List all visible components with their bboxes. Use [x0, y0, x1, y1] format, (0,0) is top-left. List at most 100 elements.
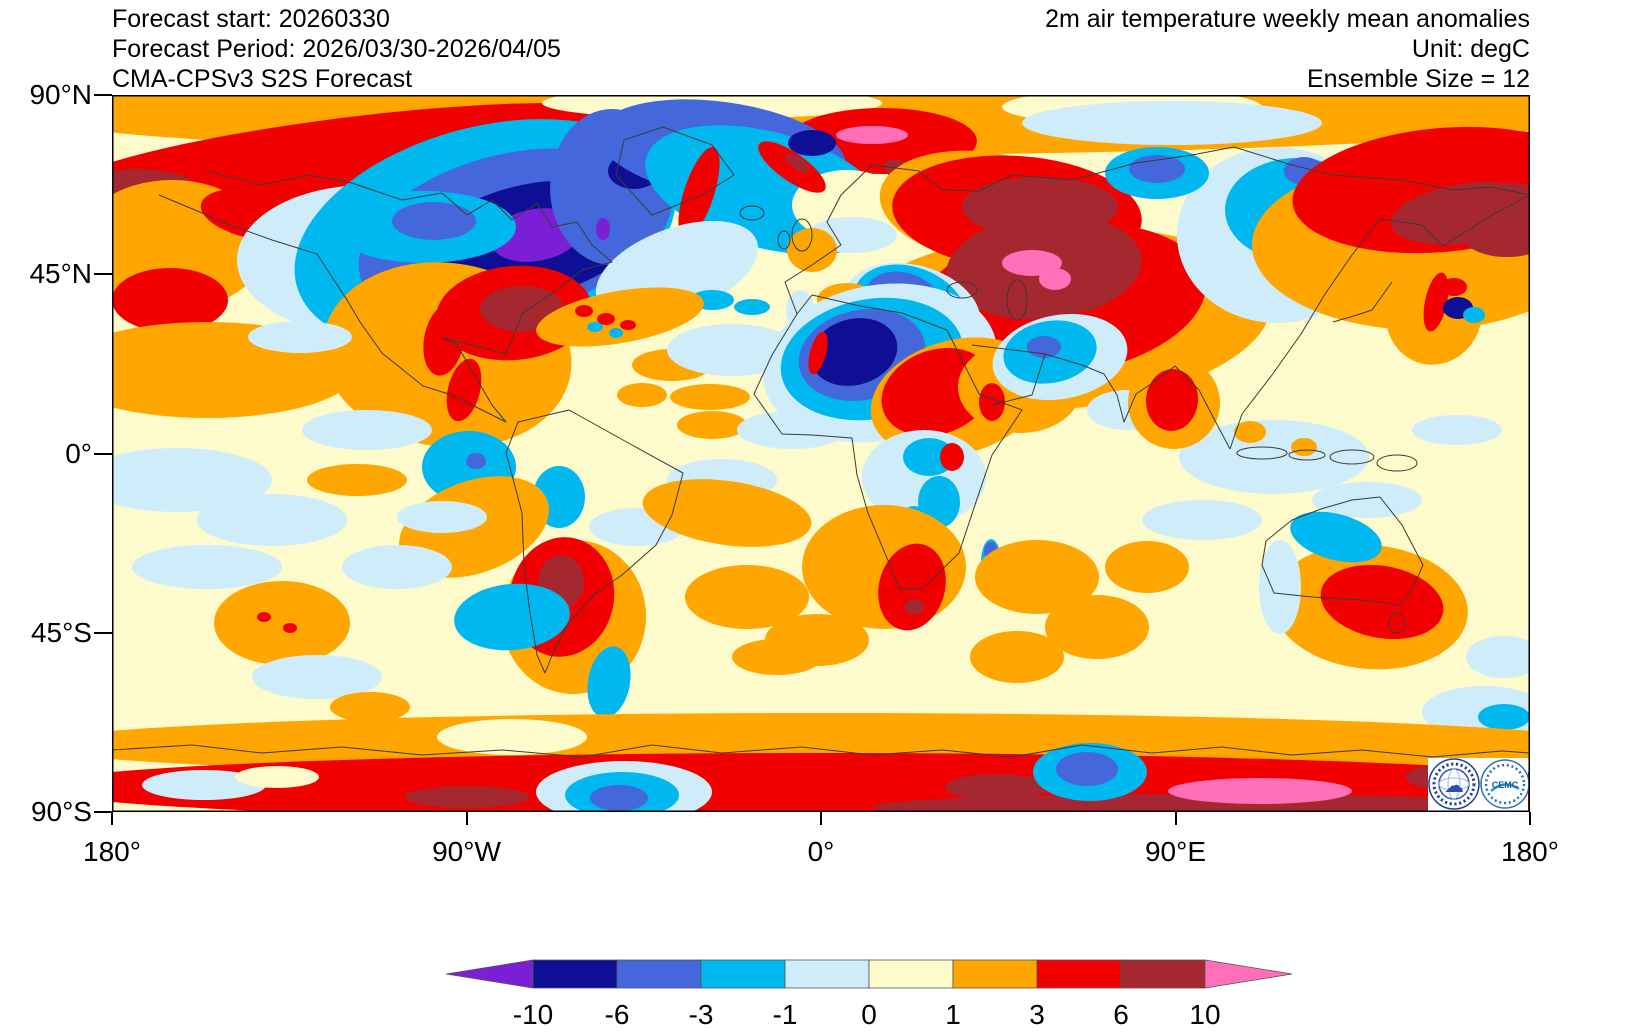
anomaly-region — [248, 321, 352, 353]
anomaly-region — [1441, 278, 1467, 296]
anomaly-region — [587, 646, 631, 718]
cemc-logo: CEMC — [1480, 759, 1530, 809]
anomaly-region — [1142, 500, 1262, 540]
anomaly-field — [112, 95, 1530, 812]
anomaly-region — [1412, 415, 1502, 445]
lon-tick-mark — [465, 812, 468, 825]
lat-tick-mark — [94, 631, 112, 634]
cma-logo: ☁ — [1428, 758, 1480, 810]
anomaly-region — [1259, 540, 1301, 634]
anomaly-region — [609, 328, 623, 338]
anomaly-region — [283, 623, 297, 633]
anomaly-region — [1478, 704, 1530, 730]
anomaly-region — [112, 448, 272, 512]
anomaly-region — [1234, 421, 1266, 443]
colorbar-segment — [532, 959, 618, 989]
anomaly-region — [1462, 213, 1530, 257]
anomaly-region — [437, 719, 587, 755]
colorbar-tick-label: 10 — [1189, 999, 1220, 1030]
colorbar-tick-label: -6 — [605, 999, 630, 1030]
anomaly-region — [810, 318, 898, 386]
anomaly-region — [788, 130, 836, 156]
colorbar-tick-label: -3 — [689, 999, 714, 1030]
unit-line: Unit: degC — [1411, 35, 1530, 63]
anomaly-region — [1129, 155, 1185, 183]
anomaly-region — [1145, 369, 1199, 431]
map-panel: ☁ CEMC — [112, 95, 1530, 812]
colorbar-tick-label: -10 — [513, 999, 553, 1030]
lat-tick-label: 90°S — [30, 796, 92, 827]
lat-tick-mark — [94, 452, 112, 455]
lon-tick-label: 90°E — [1144, 836, 1207, 867]
lon-tick-label: 180° — [83, 836, 141, 867]
colorbar-segment — [700, 959, 786, 989]
anomaly-region — [1179, 420, 1369, 494]
map-svg: ☁ CEMC — [112, 95, 1530, 812]
logo-box: ☁ CEMC — [1428, 758, 1530, 811]
map-frame — [112, 95, 1530, 812]
colorbar-right-arrow — [1204, 959, 1293, 989]
forecast-start-line: Forecast start: 20260330 — [112, 5, 390, 33]
lon-tick-mark — [820, 812, 822, 825]
chart-title: 2m air temperature weekly mean anomalies — [1045, 5, 1530, 33]
anomaly-region — [307, 464, 407, 496]
anomaly-region — [454, 583, 570, 651]
anomaly-region — [677, 411, 747, 439]
lon-tick-label: 0° — [807, 836, 835, 867]
lon-tick-mark — [1529, 812, 1531, 825]
lat-tick-mark — [94, 811, 112, 813]
anomaly-region — [1045, 595, 1149, 659]
anomaly-region — [678, 147, 720, 239]
anomaly-region — [732, 639, 822, 675]
anomaly-region — [142, 770, 266, 800]
anomaly-region — [878, 543, 946, 631]
anomaly-region — [872, 794, 1530, 812]
anomaly-region — [617, 383, 667, 407]
colorbar-segment — [784, 959, 870, 989]
anomaly-region — [597, 313, 615, 325]
anomaly-region — [808, 331, 828, 375]
anomaly-region — [197, 494, 347, 546]
model-name-line: CMA-CPSv3 S2S Forecast — [112, 65, 413, 93]
lon-tick-label: 90°W — [432, 836, 501, 867]
anomaly-region — [1027, 336, 1061, 358]
cemc-logo-text: CEMC — [1492, 780, 1519, 790]
anomaly-region — [685, 565, 809, 629]
anomaly-region — [536, 287, 704, 347]
anomaly-region — [1466, 636, 1530, 678]
lat-tick-mark — [94, 94, 112, 96]
colorbar-segment — [952, 959, 1038, 989]
anomaly-region — [112, 268, 228, 332]
anomaly-region — [1463, 307, 1485, 323]
colorbar-tick-label: 6 — [1113, 999, 1129, 1030]
anomaly-region — [940, 443, 964, 471]
colorbar-segment — [868, 959, 954, 989]
anomaly-region — [392, 202, 476, 240]
anomaly-region — [903, 438, 955, 476]
colorbar-left-arrow — [445, 959, 534, 989]
cemc-wave-icon — [1490, 783, 1520, 792]
anomaly-region — [670, 384, 750, 410]
lon-tick-mark — [1174, 812, 1177, 825]
anomaly-region — [575, 305, 593, 317]
lat-tick-label: 0° — [65, 437, 92, 469]
anomaly-region — [466, 453, 486, 469]
colorbar-segment — [1036, 959, 1122, 989]
anomaly-region — [970, 631, 1064, 683]
lon-tick-mark — [111, 812, 113, 825]
anomaly-region — [1168, 778, 1352, 804]
lat-tick-label: 45°S — [30, 616, 92, 648]
anomaly-region — [587, 322, 603, 332]
anomaly-region — [257, 612, 271, 622]
lat-tick-label: 90°N — [29, 79, 92, 110]
lon-tick-label: 180° — [1501, 836, 1559, 867]
anomaly-region — [596, 218, 610, 240]
anomaly-region — [330, 692, 410, 722]
anomaly-region — [590, 785, 648, 811]
anomaly-region — [1056, 752, 1118, 786]
colorbar-tick-label: -1 — [773, 999, 798, 1030]
anomaly-region — [979, 383, 1005, 421]
anomaly-region — [132, 545, 282, 589]
lat-tick-label: 45°N — [29, 258, 92, 290]
